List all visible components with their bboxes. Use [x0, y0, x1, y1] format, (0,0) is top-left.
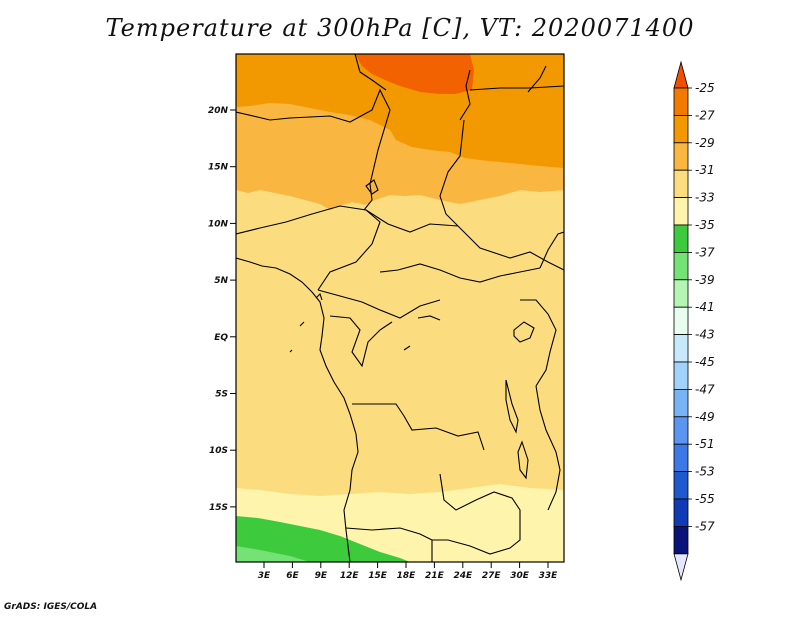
- colorbar-label: -35: [695, 218, 715, 232]
- border-s2: [365, 209, 564, 271]
- lake-malawi: [517, 440, 529, 480]
- border-n1: [236, 88, 391, 211]
- lat-tick-label: 10S: [209, 446, 228, 456]
- colorbar-swatch: [673, 87, 689, 116]
- colorbar-bottom-arrow: [673, 553, 689, 582]
- lon-tick-label: 21E: [425, 571, 445, 581]
- colorbar-label: -31: [695, 163, 715, 177]
- colorbar-swatch: [673, 224, 689, 253]
- colorbar-swatch: [673, 498, 689, 527]
- temperature-field: [236, 54, 564, 562]
- lat-tick-label: EQ: [214, 333, 228, 343]
- grads-credit: GrADS: IGES/COLA: [4, 602, 98, 612]
- east-border-1: [520, 299, 557, 387]
- colorbar-swatch: [673, 526, 689, 555]
- lat-tick-label: 10N: [208, 219, 229, 229]
- lon-tick-label: 33E: [539, 571, 559, 581]
- border-n2: [459, 69, 471, 121]
- colorbar-label: -43: [695, 328, 715, 342]
- colorbar-swatch: [673, 197, 689, 226]
- lat-tick-label: 15N: [208, 163, 229, 173]
- colorbar-label: -53: [695, 465, 715, 479]
- horn-border: [469, 85, 564, 91]
- lon-tick-label: 24E: [453, 571, 473, 581]
- border-n3: [354, 54, 387, 91]
- gulf-guinea-islands: [289, 292, 323, 353]
- border-s4: [317, 289, 441, 319]
- colorbar-label: -57: [695, 519, 715, 533]
- colorbar-swatch: [673, 416, 689, 445]
- lat-tick-label: 5N: [214, 276, 228, 286]
- lon-tick-label: 12E: [340, 571, 360, 581]
- lake-tanganyika: [505, 379, 519, 434]
- colorbar-swatch: [673, 443, 689, 473]
- latitude-axis: 20N 15N 10N 5N EQ 5S 10S 15S: [208, 106, 236, 513]
- border-s5: [329, 315, 393, 368]
- field-band-27: [236, 54, 564, 168]
- colorbar-swatch: [673, 306, 689, 336]
- lon-tick-label: 6E: [286, 571, 299, 581]
- lon-tick-label: 15E: [368, 571, 388, 581]
- border-s7: [431, 473, 521, 562]
- colorbar-label: -29: [695, 136, 715, 150]
- lat-tick-label: 5S: [215, 390, 228, 400]
- colorbar-swatch: [673, 251, 689, 281]
- map-title: Temperature at 300hPa [C], VT: 202007140…: [105, 14, 695, 42]
- inner-lakes: [403, 315, 441, 351]
- west-africa-coast: [236, 257, 359, 562]
- field-band-37: [236, 546, 310, 562]
- lon-tick-label: 9E: [315, 571, 328, 581]
- coastlines-and-borders: [236, 54, 564, 562]
- border-s3: [379, 263, 541, 283]
- field-patch-33: [436, 536, 530, 562]
- colorbar-label: -39: [695, 273, 715, 287]
- colorbar-swatch: [673, 388, 689, 418]
- colorbar-label: -27: [695, 108, 715, 122]
- east-border-3: [535, 385, 561, 511]
- colorbar-swatch: [673, 361, 689, 390]
- field-band-35: [236, 516, 410, 562]
- colorbar-swatch: [673, 334, 689, 363]
- colorbar-top-arrow: [673, 60, 689, 89]
- longitude-axis: 3E 6E 9E 12E 15E 18E 21E 24E 27E 30E 33E: [258, 562, 558, 581]
- colorbar-label: -37: [695, 245, 715, 259]
- lake-victoria: [513, 321, 535, 343]
- lon-tick-label: 3E: [258, 571, 271, 581]
- lake-chad: [365, 179, 379, 195]
- colorbar-swatch: [673, 115, 689, 144]
- lon-tick-label: 30E: [510, 571, 530, 581]
- colorbar-swatch: [673, 279, 689, 308]
- map-frame: [235, 53, 565, 563]
- lon-tick-label: 27E: [482, 571, 502, 581]
- colorbar-label: -49: [695, 410, 715, 424]
- colorbar: -25 -27 -29 -31 -33 -35 -37 -39 -41 -43 -45 -47 -49 -…: [673, 60, 715, 582]
- lat-tick-label: 20N: [208, 106, 229, 116]
- colorbar-swatch: [673, 169, 689, 198]
- colorbar-swatch: [673, 471, 689, 500]
- colorbar-label: -41: [695, 300, 715, 314]
- lat-tick-label: 15S: [209, 503, 228, 513]
- colorbar-label: -33: [695, 191, 715, 205]
- field-band-25: [355, 54, 474, 94]
- border-n4: [439, 119, 465, 227]
- colorbar-label: -45: [695, 355, 715, 369]
- colorbar-label: -51: [695, 437, 715, 451]
- colorbar-label: -55: [695, 492, 715, 506]
- border-s8: [345, 527, 433, 541]
- east-border-2: [539, 231, 564, 269]
- colorbar-label: -47: [695, 382, 715, 396]
- colorbar-label: -25: [695, 81, 715, 95]
- border-s6: [352, 403, 485, 451]
- lon-tick-label: 18E: [397, 571, 417, 581]
- colorbar-swatch: [673, 142, 689, 171]
